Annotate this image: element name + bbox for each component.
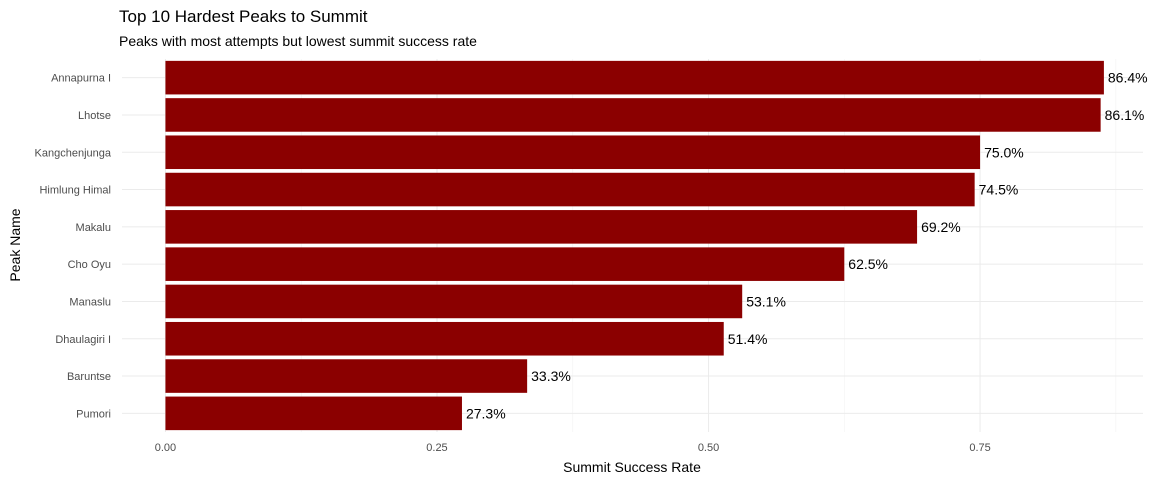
y-tick-label: Cho Oyu (68, 259, 111, 271)
y-tick-label: Baruntse (67, 371, 111, 383)
x-tick-label: 0.00 (155, 442, 176, 454)
bar (165, 284, 743, 319)
bar (165, 135, 981, 170)
bar (165, 359, 528, 393)
y-tick-label: Makalu (76, 222, 111, 234)
y-tick-label: Pumori (76, 408, 111, 420)
y-axis-title: Peak Name (7, 208, 23, 281)
bar-value-label: 27.3% (466, 405, 506, 421)
y-axis-ticks: Annapurna I Lhotse Kangchenjunga Himlung Hi… (35, 73, 112, 421)
chart-subtitle: Peaks with most attempts but lowest summ… (119, 33, 477, 49)
x-tick-label: 0.50 (698, 442, 719, 454)
bar-value-label: 86.1% (1105, 107, 1145, 123)
y-tick-label: Annapurna I (51, 73, 111, 85)
bar-value-label: 53.1% (746, 293, 786, 309)
bar-value-label: 75.0% (984, 144, 1024, 160)
bar (165, 321, 724, 356)
x-axis-title: Summit Success Rate (563, 459, 701, 475)
bar (165, 60, 1104, 95)
y-tick-label: Manaslu (69, 296, 111, 308)
bar-value-label: 86.4% (1108, 70, 1148, 86)
x-tick-label: 0.25 (426, 442, 447, 454)
y-tick-label: Himlung Himal (39, 185, 111, 197)
y-tick-label: Dhaulagiri I (55, 334, 111, 346)
bars (165, 60, 1104, 431)
bar (165, 210, 918, 244)
y-tick-label: Kangchenjunga (35, 147, 112, 159)
bar-value-label: 51.4% (728, 331, 768, 347)
bar-value-label: 69.2% (921, 219, 961, 235)
bar (165, 247, 845, 281)
chart-title: Top 10 Hardest Peaks to Summit (119, 7, 368, 26)
bar-value-label: 33.3% (531, 368, 571, 384)
x-tick-label: 0.75 (969, 442, 990, 454)
y-tick-label: Lhotse (78, 110, 111, 122)
bar (165, 98, 1101, 132)
bar (165, 172, 975, 207)
bar-value-label: 62.5% (848, 256, 888, 272)
bar-value-label: 74.5% (979, 182, 1019, 198)
x-axis-ticks: 0.00 0.25 0.50 0.75 (155, 442, 991, 454)
data-labels: 86.4% 86.1% 75.0% 74.5% 69.2% 62.5% 53.1% 51.4%… (466, 70, 1148, 422)
bar (165, 396, 462, 431)
